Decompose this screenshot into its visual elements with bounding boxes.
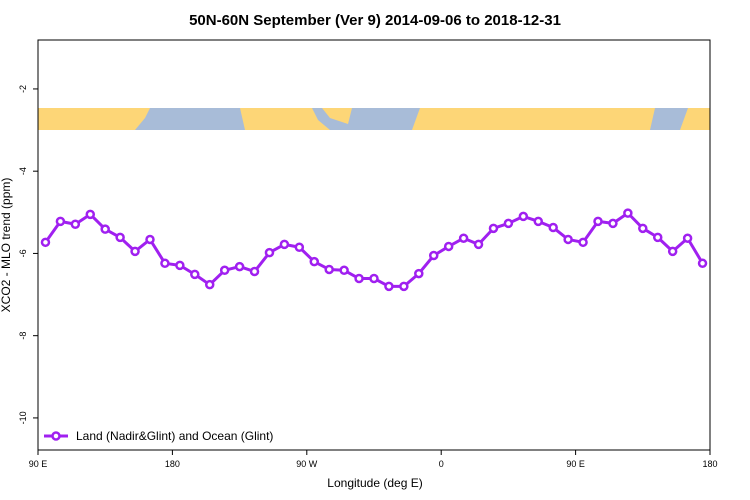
point	[234, 261, 245, 272]
point	[130, 246, 140, 257]
point	[204, 279, 215, 290]
y-tick-label: -8	[18, 332, 28, 340]
point	[623, 208, 633, 218]
point	[264, 247, 275, 258]
x-tick-label: 180	[165, 459, 180, 469]
y-tick-label: -10	[18, 411, 28, 424]
point	[548, 222, 558, 233]
point	[115, 232, 125, 243]
x-tick-label: 90 W	[296, 459, 318, 469]
y-tick-label: -4	[18, 167, 28, 175]
point	[384, 281, 394, 292]
point	[608, 218, 618, 229]
point	[578, 237, 588, 248]
map-band	[38, 108, 710, 130]
point	[354, 273, 364, 284]
point	[100, 224, 110, 234]
legend-marker	[51, 431, 61, 441]
point	[473, 239, 484, 250]
point	[443, 241, 454, 252]
legend-label: Land (Nadir&Glint) and Ocean (Glint)	[76, 429, 273, 443]
x-tick-label: 0	[439, 459, 444, 469]
point	[682, 233, 693, 243]
point	[563, 234, 573, 245]
point	[294, 242, 305, 253]
plot-frame	[37, 39, 711, 451]
point	[324, 264, 334, 275]
point	[219, 265, 230, 276]
point	[697, 258, 708, 269]
point	[55, 216, 66, 227]
point	[518, 211, 529, 222]
point	[249, 266, 260, 277]
y-tick-label: -6	[18, 249, 28, 257]
point	[279, 239, 290, 250]
point	[175, 260, 185, 271]
point	[70, 219, 81, 229]
point	[145, 234, 155, 245]
x-tick-label: 90 E	[566, 459, 585, 469]
x-tick-label: 180	[702, 459, 717, 469]
point	[160, 258, 170, 269]
point	[667, 246, 678, 257]
x-tick-label: 90 E	[29, 459, 48, 469]
point	[458, 233, 469, 243]
point	[428, 250, 439, 261]
point	[399, 281, 409, 292]
point	[638, 223, 648, 234]
x-axis-title: Longitude (deg E)	[327, 476, 422, 490]
point	[488, 223, 499, 234]
point	[309, 256, 320, 267]
y-axis-title: XCO2 - MLO trend (ppm)	[0, 178, 13, 313]
point	[369, 273, 379, 284]
point	[40, 237, 51, 248]
point	[593, 216, 603, 227]
point	[652, 232, 663, 243]
point	[85, 209, 96, 220]
point	[503, 218, 514, 229]
point	[414, 268, 424, 279]
chart-title: 50N-60N September (Ver 9) 2014-09-06 to …	[189, 12, 561, 29]
point	[190, 269, 200, 280]
y-tick-label: -2	[18, 85, 28, 93]
point	[339, 265, 349, 276]
point	[533, 216, 544, 227]
